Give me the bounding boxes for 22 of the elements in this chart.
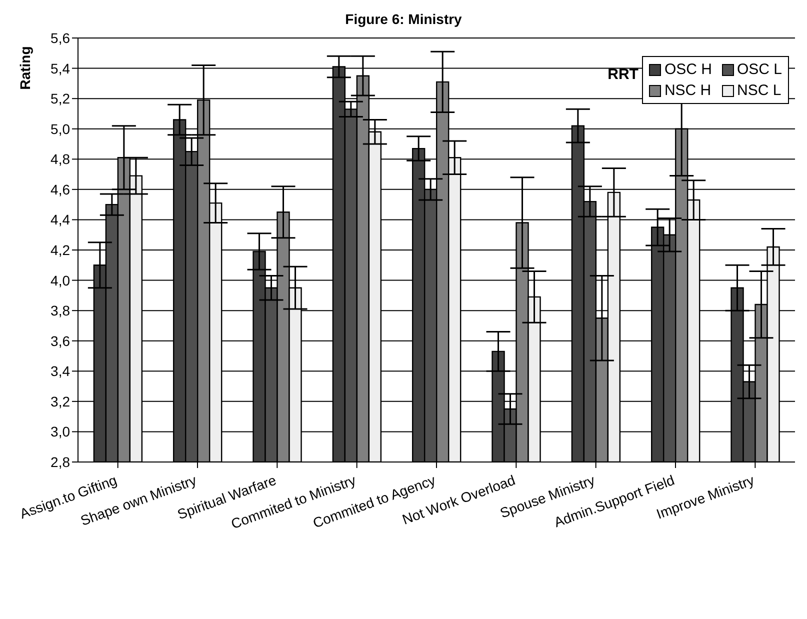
y-tick-label: 4,2 bbox=[50, 242, 70, 258]
legend-label: OSC H bbox=[663, 61, 712, 78]
y-tick-label: 3,8 bbox=[50, 302, 70, 319]
legend-label: NSC H bbox=[663, 82, 712, 99]
y-tick-label: 4,0 bbox=[50, 272, 70, 288]
legend-label: NSC L bbox=[736, 82, 782, 99]
legend-label: OSC L bbox=[736, 61, 782, 78]
y-tick-label: 5,6 bbox=[50, 30, 70, 46]
legend-title: RRT bbox=[608, 66, 638, 83]
y-tick-label: 3,6 bbox=[50, 332, 70, 349]
y-axis-title: Rating bbox=[17, 46, 33, 90]
y-tick-label: 3,2 bbox=[50, 393, 70, 410]
chart-title: Figure 6: Ministry bbox=[344, 10, 463, 29]
y-tick-label: 4,6 bbox=[50, 181, 70, 198]
y-tick-label: 3,0 bbox=[50, 424, 70, 440]
y-tick-label: 4,4 bbox=[50, 212, 70, 228]
y-tick-label: 3,4 bbox=[50, 363, 70, 380]
y-tick-label: 5,0 bbox=[50, 120, 70, 137]
y-tick-label: 4,8 bbox=[50, 151, 70, 168]
y-tick-label: 2,8 bbox=[50, 454, 70, 470]
y-tick-label: 5,4 bbox=[50, 60, 70, 76]
y-tick-label: 5,2 bbox=[50, 90, 70, 107]
